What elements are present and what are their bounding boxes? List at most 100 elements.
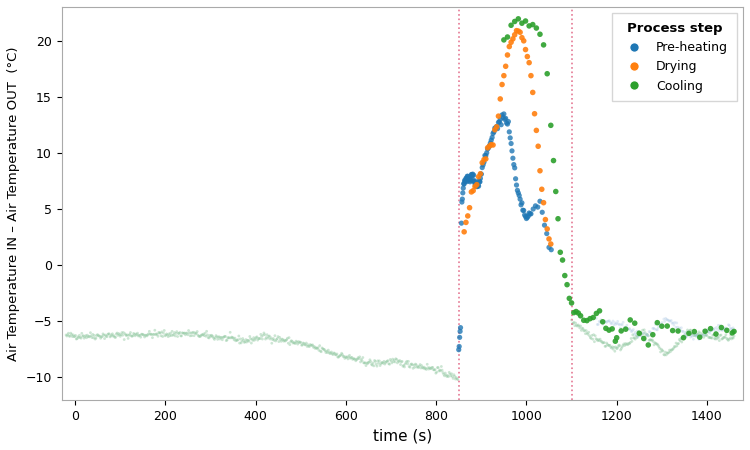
Point [160, 330, 172, 338]
Point [142, 331, 154, 338]
Point [241, 338, 253, 346]
Point [170, 330, 182, 337]
Point [598, 319, 610, 326]
Point [129, 332, 141, 339]
Legend: Pre-heating, Drying, Cooling: Pre-heating, Drying, Cooling [612, 13, 736, 101]
Point [380, 359, 392, 366]
Point [418, 364, 430, 371]
Point [427, 364, 439, 371]
Point [640, 331, 652, 338]
Point [448, 373, 460, 380]
Pre-heating [500, 119, 512, 126]
Point [572, 323, 584, 330]
Pre-heating [474, 178, 486, 185]
Point [401, 360, 413, 368]
Drying [509, 31, 520, 38]
Point [691, 332, 703, 339]
Point [256, 333, 268, 340]
Drying [480, 155, 492, 162]
Point [591, 336, 603, 343]
Point [655, 321, 667, 328]
Point [367, 359, 379, 366]
Point [434, 367, 446, 374]
Drying [460, 219, 472, 226]
Point [682, 328, 694, 336]
Point [286, 337, 298, 344]
Cooling [516, 20, 528, 27]
Point [645, 336, 657, 343]
Point [674, 336, 686, 343]
Point [636, 330, 648, 338]
Point [328, 350, 340, 357]
Point [316, 344, 328, 351]
Point [74, 334, 86, 341]
Point [310, 344, 322, 351]
Cooling [566, 299, 578, 306]
Point [176, 329, 188, 337]
Point [722, 336, 734, 343]
Cooling [699, 328, 711, 335]
Pre-heating [472, 181, 484, 189]
Point [101, 333, 113, 340]
Point [662, 316, 674, 324]
Point [392, 359, 404, 366]
Point [353, 355, 365, 362]
Point [721, 327, 733, 334]
Point [660, 351, 672, 359]
X-axis label: time (s): time (s) [373, 428, 432, 443]
Point [618, 324, 630, 331]
Point [707, 331, 719, 338]
Point [622, 340, 634, 347]
Point [344, 352, 355, 359]
Point [599, 318, 611, 325]
Point [301, 343, 313, 350]
Point [424, 364, 436, 371]
Point [277, 336, 289, 343]
Point [155, 332, 167, 339]
Point [308, 343, 320, 350]
Point [433, 368, 445, 375]
Point [404, 363, 416, 370]
Pre-heating [464, 176, 476, 183]
Point [348, 356, 360, 363]
Pre-heating [494, 116, 506, 123]
Point [614, 321, 626, 328]
Point [400, 358, 412, 365]
Point [586, 336, 598, 343]
Pre-heating [504, 134, 516, 141]
Point [676, 335, 688, 342]
Point [166, 332, 178, 339]
Point [176, 333, 188, 340]
Point [629, 329, 641, 336]
Point [696, 332, 708, 339]
Point [658, 315, 670, 323]
Point [602, 341, 613, 348]
Point [209, 336, 220, 343]
Point [638, 326, 650, 333]
Pre-heating [503, 128, 515, 135]
Pre-heating [460, 175, 472, 182]
Point [196, 331, 208, 338]
Point [581, 329, 593, 337]
Cooling [550, 188, 562, 195]
Point [191, 328, 203, 335]
Point [128, 331, 140, 338]
Point [202, 331, 214, 338]
Point [611, 345, 623, 352]
Point [281, 335, 293, 342]
Point [689, 331, 701, 338]
Point [728, 333, 740, 340]
Cooling [563, 295, 575, 302]
Point [642, 332, 654, 339]
Pre-heating [538, 221, 550, 229]
Point [338, 353, 350, 360]
Point [626, 335, 638, 342]
Point [233, 339, 245, 346]
Point [152, 331, 164, 338]
Point [238, 339, 250, 346]
Pre-heating [472, 183, 484, 190]
Point [159, 332, 171, 339]
Point [660, 315, 672, 322]
Cooling [620, 326, 632, 333]
Point [100, 333, 112, 340]
